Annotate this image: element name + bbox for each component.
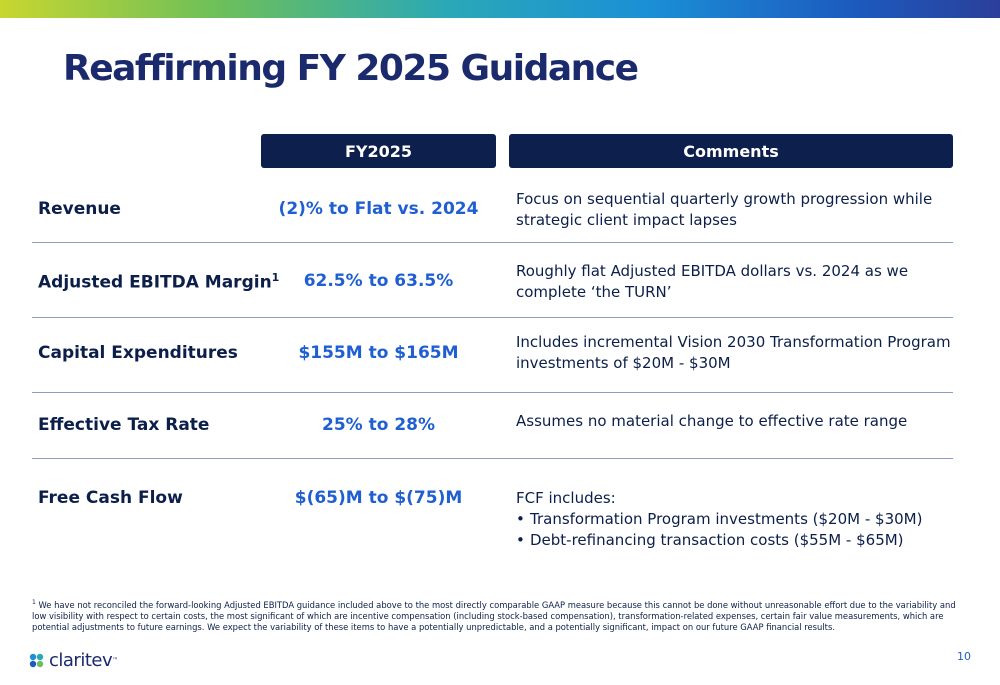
row-label: Adjusted EBITDA Margin1 [38, 271, 280, 293]
row-divider [32, 317, 953, 318]
row-comment: FCF includes: Transformation Program inv… [516, 488, 956, 551]
row-divider [32, 458, 953, 459]
bullet-item: Debt-refinancing transaction costs ($55M… [516, 530, 956, 551]
guidance-row-capital-expenditures: Capital Expenditures $155M to $165M Incl… [32, 333, 953, 383]
footnote-text: We have not reconciled the forward-looki… [32, 599, 956, 632]
row-value: (2)% to Flat vs. 2024 [278, 199, 479, 219]
page-number: 10 [957, 650, 971, 663]
bullet-item: Transformation Program investments ($20M… [516, 509, 956, 530]
row-label: Free Cash Flow [38, 488, 183, 508]
logo-text: claritev [49, 650, 113, 671]
footnote-marker: 1 [271, 271, 280, 284]
claritev-mark-icon [28, 652, 45, 669]
row-value: $(65)M to $(75)M [294, 488, 463, 508]
guidance-row-revenue: Revenue (2)% to Flat vs. 2024 Focus on s… [32, 190, 953, 242]
row-divider [32, 242, 953, 243]
row-comment: Assumes no material change to effective … [516, 412, 908, 430]
footnote: 1 We have not reconciled the forward-loo… [32, 597, 957, 633]
row-label: Effective Tax Rate [38, 415, 210, 435]
guidance-row-adjusted-ebitda-margin: Adjusted EBITDA Margin1 62.5% to 63.5% R… [32, 262, 953, 312]
guidance-row-free-cash-flow: Free Cash Flow $(65)M to $(75)M FCF incl… [32, 486, 953, 556]
comments-header: Comments [509, 134, 953, 168]
slide-title: Reaffirming FY 2025 Guidance [63, 48, 639, 89]
row-comment: Includes incremental Vision 2030 Transfo… [516, 333, 951, 372]
row-value: $155M to $165M [298, 343, 459, 363]
row-value: 62.5% to 63.5% [303, 271, 454, 291]
claritev-logo: claritev ™ [28, 650, 118, 671]
logo-trademark: ™ [112, 657, 119, 664]
top-gradient-bar [0, 0, 1000, 18]
footnote-marker: 1 [32, 599, 36, 606]
comment-intro: FCF includes: [516, 489, 616, 507]
row-divider [32, 392, 953, 393]
row-label: Capital Expenditures [38, 343, 238, 363]
row-label: Revenue [38, 199, 121, 219]
row-value: 25% to 28% [321, 415, 436, 435]
guidance-row-effective-tax-rate: Effective Tax Rate 25% to 28% Assumes no… [32, 410, 953, 450]
row-comment: Focus on sequential quarterly growth pro… [516, 190, 933, 229]
row-comment: Roughly flat Adjusted EBITDA dollars vs.… [516, 262, 909, 301]
fy2025-header: FY2025 [261, 134, 496, 168]
